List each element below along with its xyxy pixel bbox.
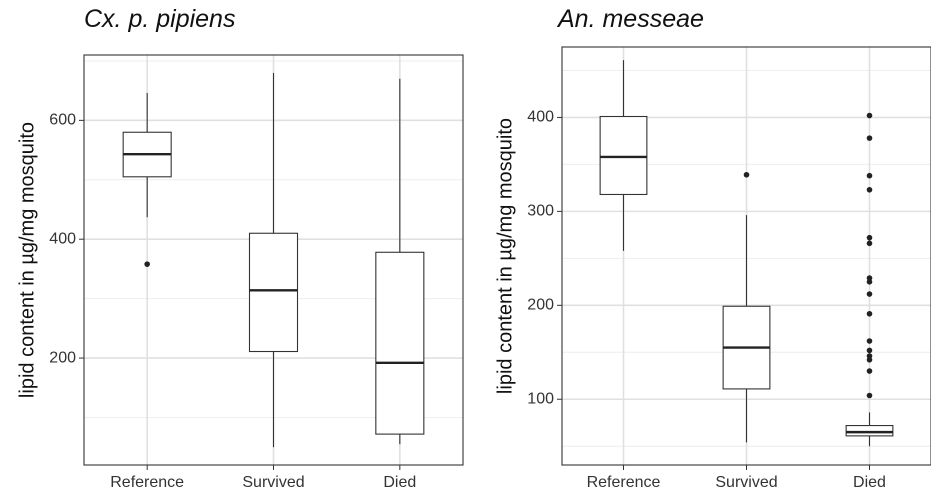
x-tick-label: Survived xyxy=(715,474,777,491)
x-tick-label: Died xyxy=(383,474,416,491)
outlier-point xyxy=(866,310,873,317)
x-tick-label: Reference xyxy=(110,474,184,491)
x-tick-label: Died xyxy=(853,474,886,491)
outlier-point xyxy=(866,368,873,374)
x-tick-label: Reference xyxy=(587,474,661,491)
box-iqr xyxy=(375,251,425,435)
outlier-point xyxy=(866,172,873,179)
panel-border xyxy=(561,46,931,466)
boxplot-survived xyxy=(248,72,299,448)
y-tick-label: 400 xyxy=(49,230,76,247)
outlier-point xyxy=(866,353,873,359)
box-iqr xyxy=(599,115,648,196)
boxplot-died xyxy=(375,78,425,445)
outlier-point xyxy=(866,275,873,281)
x-tick-label: Survived xyxy=(242,474,304,491)
outlier-point xyxy=(866,347,873,354)
y-tick-label: 600 xyxy=(49,112,76,129)
outlier-point xyxy=(144,261,150,267)
boxplot-reference xyxy=(599,60,648,251)
outlier-point xyxy=(866,240,873,247)
box-iqr xyxy=(845,424,894,437)
outlier-point xyxy=(866,186,873,193)
chart-title: An. messeae xyxy=(556,5,704,33)
y-tick-label: 400 xyxy=(527,109,554,126)
boxplot-died xyxy=(845,112,894,447)
box-iqr xyxy=(248,232,299,353)
y-axis-label: lipid content in µg/mg mosquito xyxy=(494,118,516,394)
y-tick-label: 300 xyxy=(527,203,554,220)
y-tick-label: 100 xyxy=(527,390,554,407)
outlier-point xyxy=(866,338,873,344)
panel-an-messeae: An. messeae lipid content in µg/mg mosqu… xyxy=(494,5,931,491)
outlier-point xyxy=(743,171,750,178)
panel-border xyxy=(83,54,464,466)
boxplot-reference xyxy=(122,93,172,267)
chart-title: Cx. p. pipiens xyxy=(84,5,235,33)
outlier-point xyxy=(866,392,873,399)
outlier-point xyxy=(866,234,873,241)
outlier-point xyxy=(866,112,873,119)
y-tick-label: 200 xyxy=(527,297,554,314)
outlier-point xyxy=(866,291,873,297)
boxplot-survived xyxy=(722,171,771,443)
y-axis-label: lipid content in µg/mg mosquito xyxy=(16,122,38,398)
panel-cx-pipiens: Cx. p. pipiens lipid content in µg/mg mo… xyxy=(16,5,464,491)
outlier-point xyxy=(866,135,873,141)
y-tick-label: 200 xyxy=(49,349,76,366)
